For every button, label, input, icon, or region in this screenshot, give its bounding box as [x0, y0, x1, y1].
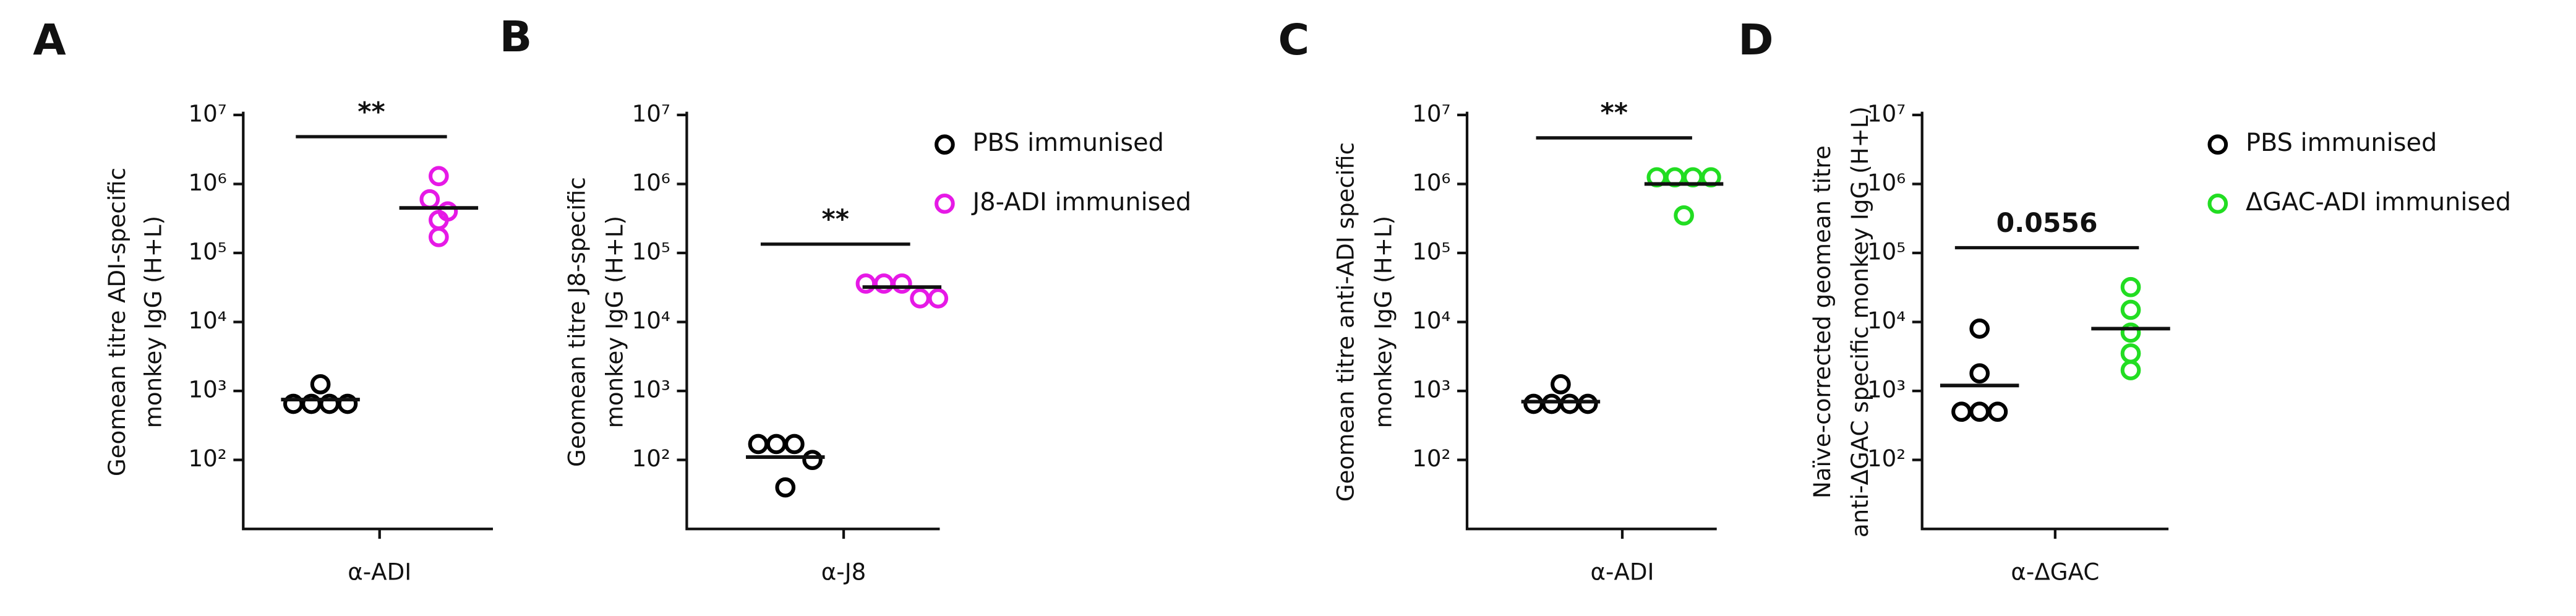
y-axis-label: anti-ΔGAC specific monkey IgG (H+L) [1846, 106, 1873, 537]
data-point [2120, 299, 2141, 320]
data-point [1987, 401, 2008, 422]
x-tick-label: α-ADI [1591, 558, 1654, 585]
data-point [892, 273, 912, 294]
x-tick-label: α-ΔGAC [2011, 558, 2099, 585]
data-point [766, 434, 787, 455]
data-point [1969, 319, 1990, 339]
legend-label: ΔGAC-ADI immunised [2246, 188, 2511, 216]
y-axis-label: Geomean titre J8-specific [563, 177, 591, 467]
legend-marker [935, 194, 955, 214]
data-point [2120, 343, 2141, 364]
y-axis-label: monkey IgG (H+L) [1370, 216, 1397, 428]
legend-label: PBS immunised [2246, 129, 2437, 157]
data-point [2120, 276, 2141, 297]
y-tick-label: 10⁵ [189, 238, 227, 265]
y-axis-label: Geomean titre ADI-specific [103, 168, 131, 476]
x-tick-label: α-ADI [348, 558, 411, 585]
data-point [310, 374, 331, 395]
panel-letter: B [500, 12, 533, 62]
data-point [1559, 393, 1580, 414]
data-point [1523, 393, 1544, 414]
y-axis-label: monkey IgG (H+L) [601, 216, 628, 428]
legend-marker [2207, 194, 2228, 214]
data-point [784, 434, 805, 455]
y-tick-label: 10² [632, 445, 670, 472]
axes [1920, 111, 2169, 531]
y-tick-label: 10⁷ [189, 100, 227, 127]
significance-label: ** [1600, 98, 1627, 129]
y-tick-label: 10³ [1412, 376, 1450, 403]
legend-marker [935, 134, 955, 155]
panel-letter: D [1738, 15, 1773, 65]
y-tick-label: 10⁵ [632, 238, 670, 265]
data-point [802, 450, 823, 471]
y-tick-label: 10⁴ [632, 307, 670, 334]
y-tick-label: 10⁶ [189, 169, 227, 196]
data-point [337, 393, 358, 414]
data-point [1951, 401, 1972, 422]
panel-letter: C [1278, 15, 1310, 65]
data-point [1577, 393, 1598, 414]
data-point [928, 288, 949, 309]
data-point [775, 477, 796, 498]
data-point [873, 273, 894, 294]
y-tick-label: 10⁷ [632, 100, 670, 127]
data-point [1541, 393, 1562, 414]
y-axis-label: Geomean titre anti-ADI specific [1332, 142, 1359, 502]
y-tick-label: 10⁶ [1867, 169, 1906, 196]
panel-letter: A [33, 15, 66, 65]
y-tick-label: 10⁷ [1867, 100, 1906, 127]
significance-label: ** [822, 205, 849, 235]
y-tick-label: 10⁵ [1412, 238, 1450, 265]
axes [1465, 111, 1717, 531]
y-tick-label: 10² [189, 445, 227, 472]
data-point [419, 189, 440, 210]
y-axis-label: Naïve-corrected geomean titre [1808, 145, 1836, 498]
data-point [1674, 205, 1694, 226]
y-tick-label: 10⁴ [1867, 307, 1906, 334]
y-tick-label: 10² [1412, 445, 1450, 472]
y-tick-label: 10⁵ [1867, 238, 1906, 265]
axes [242, 111, 493, 531]
axes [685, 111, 940, 531]
y-tick-label: 10⁴ [1412, 307, 1450, 334]
y-tick-label: 10⁷ [1412, 100, 1450, 127]
y-tick-label: 10³ [632, 376, 670, 403]
y-axis-label: monkey IgG (H+L) [139, 216, 166, 428]
data-point [429, 166, 449, 187]
legend-marker [2207, 134, 2228, 155]
data-point [1551, 374, 1571, 395]
significance-label: 0.0556 [1996, 208, 2098, 239]
y-tick-label: 10⁶ [632, 169, 670, 196]
significance-label: ** [357, 97, 385, 127]
data-point [2120, 360, 2141, 380]
y-tick-label: 10³ [189, 376, 227, 403]
legend-label: J8-ADI immunised [971, 188, 1192, 216]
y-tick-label: 10³ [1867, 376, 1906, 403]
x-tick-label: α-J8 [821, 558, 867, 585]
data-point [1969, 363, 1990, 383]
y-tick-label: 10² [1867, 445, 1906, 472]
legend-label: PBS immunised [973, 129, 1164, 157]
data-point [429, 226, 449, 247]
y-tick-label: 10⁴ [189, 307, 227, 334]
data-point [2120, 322, 2141, 343]
data-point [748, 434, 769, 455]
data-point [1969, 401, 1990, 422]
data-point [855, 273, 876, 294]
data-point [910, 288, 930, 309]
y-tick-label: 10⁶ [1412, 169, 1450, 196]
